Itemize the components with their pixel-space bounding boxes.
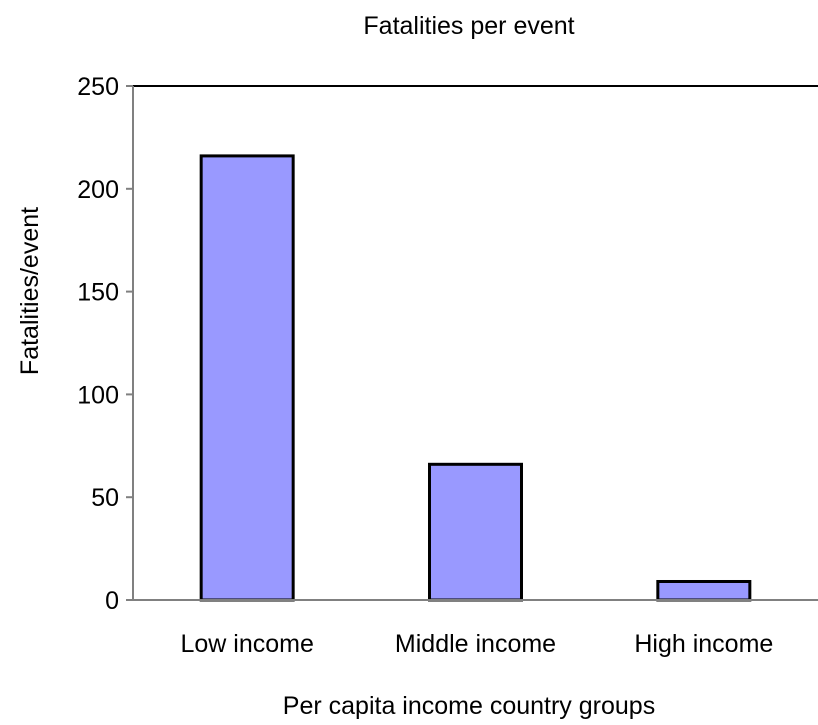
bar-low-income (199, 154, 295, 602)
y-axis-label: Fatalities/event (16, 207, 44, 375)
x-axis: Low income Middle income High income (133, 599, 818, 658)
y-axis: 0 50 100 150 200 250 (77, 73, 134, 615)
bars (199, 154, 752, 602)
bar-middle-income (428, 462, 523, 602)
y-tick-label: 0 (105, 587, 119, 615)
y-tick-label: 150 (77, 279, 119, 307)
bar-high-income (656, 579, 752, 602)
chart-title: Fatalities per event (363, 12, 574, 40)
y-tick-label: 50 (91, 484, 119, 512)
y-tick-label: 200 (77, 176, 119, 204)
y-tick-label: 250 (77, 73, 119, 101)
x-tick-label: Low income (180, 630, 313, 658)
x-axis-label: Per capita income country groups (283, 692, 655, 720)
x-tick-label: High income (634, 630, 773, 658)
x-tick-label: Middle income (395, 630, 556, 658)
y-tick-label: 100 (77, 381, 119, 409)
